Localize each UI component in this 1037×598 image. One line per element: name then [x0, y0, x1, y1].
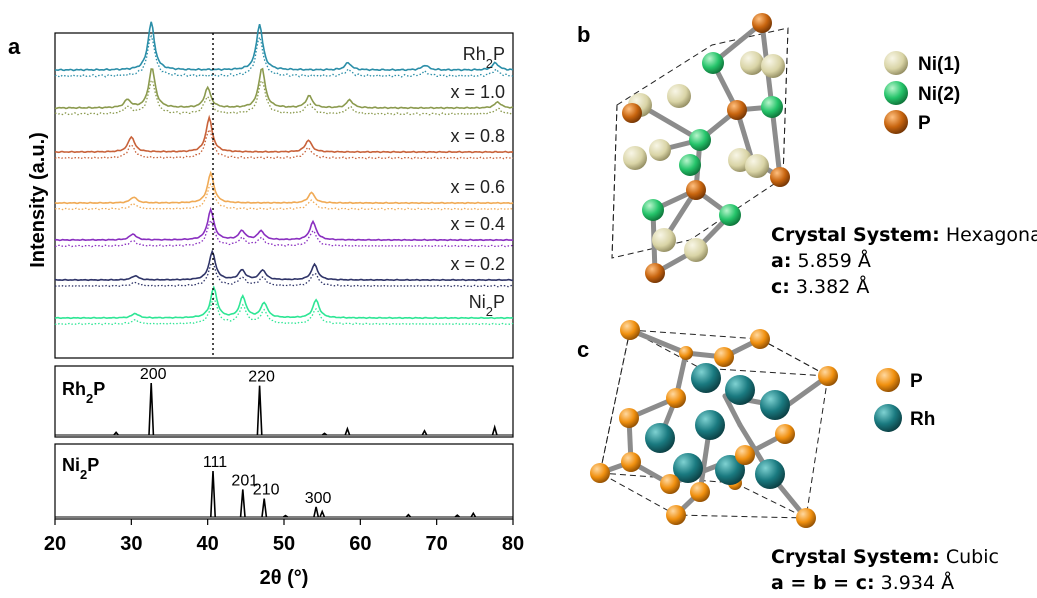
series-0-measured: [54, 34, 514, 78]
ni2-atom-swatch: [884, 81, 908, 105]
cubic-abc-label: a = b = c:: [771, 572, 875, 594]
series-3-measured: [54, 182, 514, 211]
main-plot-frame: [54, 32, 514, 359]
y-axis-label: Intensity (a.u.): [27, 132, 49, 268]
reference-1-index-1: 201: [231, 472, 258, 489]
rh2p-reference-frame: [54, 365, 514, 438]
series-0: Rh2P: [54, 21, 514, 78]
series-5-label: x = 0.2: [450, 254, 505, 274]
panel-label-b: b: [577, 22, 590, 47]
legend-item-p-hex: P: [884, 110, 931, 134]
series-2-fit: [54, 114, 514, 154]
series-3: x = 0.6: [54, 170, 514, 211]
hexagonal-c-line: c: 3.382 Å: [771, 274, 1037, 300]
panel-label-a: a: [8, 34, 21, 59]
hexagonal-a-value: 5.859 Å: [797, 250, 871, 272]
reference-0-index-0: 200: [140, 366, 167, 383]
legend-label-p-hex: P: [918, 113, 931, 134]
cubic-info: Crystal System: Cubic a = b = c: 3.934 Å: [771, 544, 999, 596]
legend-label-p-cubic: P: [910, 371, 923, 392]
reference-1-name: Ni2P: [62, 455, 99, 482]
series-1: x = 1.0: [54, 67, 514, 116]
ni1-atom-swatch: [884, 51, 908, 75]
cubic-system-line: Crystal System: Cubic: [771, 544, 999, 570]
cubic-system-value: Cubic: [945, 546, 999, 568]
series-6: Ni2P: [54, 285, 514, 326]
hexagonal-system-line: Crystal System: Hexagonal: [771, 222, 1037, 248]
cubic-system-label: Crystal System:: [771, 546, 940, 568]
legend-item-ni2: Ni(2): [884, 81, 960, 105]
legend-label-rh: Rh: [910, 409, 935, 430]
cubic-abc-line: a = b = c: 3.934 Å: [771, 570, 999, 596]
series-5: x = 0.2: [54, 249, 514, 288]
x-tick-label-1: 30: [120, 533, 142, 555]
hexagonal-legend: Ni(1) Ni(2) P: [884, 51, 960, 134]
panel-label-c: c: [577, 337, 589, 362]
x-tick-label-0: 20: [44, 533, 66, 555]
series-2-measured: [54, 128, 514, 160]
legend-item-p-cubic: P: [876, 368, 923, 392]
reference-0-name: Rh2P: [62, 379, 105, 406]
series-5-fit: [54, 249, 514, 282]
hexagonal-c-value: 3.382 Å: [795, 276, 870, 298]
reference-1-index-2: 210: [253, 482, 280, 499]
series-1-label: x = 1.0: [450, 82, 505, 102]
series-6-fit: [54, 285, 514, 320]
x-axis-label: 2θ (°): [260, 567, 309, 589]
hexagonal-structure-illustration: [611, 13, 790, 283]
x-tick-label-6: 80: [502, 533, 524, 555]
hexagonal-info: Crystal System: Hexagonal a: 5.859 Å c: …: [771, 222, 1037, 300]
hexagonal-system-label: Crystal System:: [771, 224, 940, 246]
legend-label-ni2: Ni(2): [918, 84, 960, 105]
series-3-fit: [54, 170, 514, 205]
rh-atom-swatch: [874, 404, 902, 432]
series-3-label: x = 0.6: [450, 177, 505, 197]
legend-label-ni1: Ni(1): [918, 54, 960, 75]
cubic-legend: P Rh: [874, 368, 935, 432]
x-tick-label-2: 40: [197, 533, 219, 555]
p-atom-swatch-cubic: [876, 368, 900, 392]
series-5-measured: [54, 261, 514, 288]
series-6-label: Ni2P: [469, 292, 505, 319]
series-4-label: x = 0.4: [450, 214, 505, 234]
x-axis: 20 30 40 50 60 70 80: [44, 519, 524, 555]
cubic-abc-value: 3.934 Å: [880, 572, 955, 594]
series-1-measured: [54, 79, 514, 116]
series-2-label: x = 0.8: [450, 126, 505, 146]
reference-1-sticks: [210, 470, 477, 518]
cubic-structure-illustration: [590, 320, 838, 528]
reference-1-index-3: 300: [305, 490, 332, 507]
reference-0-index-1: 220: [248, 369, 275, 386]
series-0-fit: [55, 21, 514, 72]
reference-1-index-0: 111: [203, 454, 227, 471]
x-tick-label-5: 70: [426, 533, 448, 555]
x-tick-label-3: 50: [273, 533, 295, 555]
series-4: x = 0.4: [54, 206, 514, 248]
series-4-measured: [55, 219, 514, 248]
hexagonal-a-line: a: 5.859 Å: [771, 248, 1037, 274]
legend-item-ni1: Ni(1): [884, 51, 960, 75]
legend-item-rh: Rh: [874, 404, 935, 432]
hexagonal-c-label: c:: [771, 276, 790, 298]
series-2: x = 0.8: [54, 114, 514, 160]
series-4-fit: [54, 206, 514, 242]
series-1-fit: [54, 67, 514, 110]
hexagonal-a-label: a:: [771, 250, 792, 272]
series-6-measured: [54, 297, 514, 326]
ni2p-reference-frame: [54, 443, 514, 520]
x-tick-label-4: 60: [349, 533, 371, 555]
reference-0-sticks: [113, 382, 498, 436]
p-atom-swatch-hex: [884, 110, 908, 134]
hexagonal-system-value: Hexagonal: [945, 224, 1037, 246]
pattern-series: Rh2P x = 1.0 x = 0.8 x = 0.6 x = 0.4 x = 0.2 N…: [54, 21, 514, 358]
reference-0: Rh2P 200 220: [55, 366, 513, 436]
